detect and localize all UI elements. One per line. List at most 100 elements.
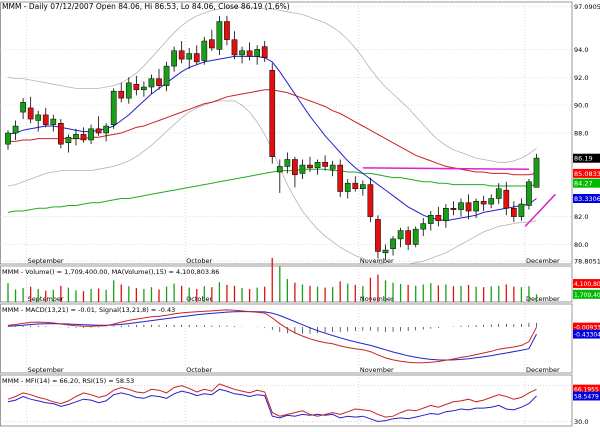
price-tag-box [573,168,600,178]
rsi-line [7,388,537,423]
candle-body [412,228,419,245]
candle-body [450,208,457,210]
macd-tag-label: -0.00933 [574,325,600,332]
candle-body [88,128,94,141]
candle-body [405,230,411,245]
macd-x-tick-label: October [186,366,212,374]
candle-body [141,86,147,91]
candle-body [284,159,291,167]
candle-body [254,49,261,57]
candle-body [503,189,510,209]
candle-body [50,118,57,125]
candle-body [307,164,313,169]
price-x-tick-label: November [360,257,394,265]
mfi-rsi-y-tick-label: 30.0 [574,418,588,426]
candle-body [367,184,374,217]
price-y-tick-label: 88.0 [574,130,588,138]
candle-body [239,50,245,56]
candle-body [352,182,359,189]
candle-body [65,136,72,144]
candle-body [186,53,193,60]
volume-x-tick-label: November [360,295,394,303]
candle-body [80,134,87,141]
candle-body [201,40,208,61]
candle-body [435,214,442,222]
volume-tag-box [573,289,600,299]
candle-body [216,21,223,50]
candle-body [465,202,472,212]
candle-body [110,90,117,125]
signal-tag-box [573,329,600,339]
candle-body [73,134,79,139]
price-x-tick-label: October [186,257,212,265]
candle-body [322,162,328,167]
candle-body [299,164,306,174]
macd-tag-box [573,322,600,332]
candle-body [246,50,253,57]
candle-body [42,114,49,125]
candle-body [337,164,344,192]
price-tag-box [573,194,600,203]
candle-body [156,78,162,86]
mfi-tag-label: 66.1955 [574,387,599,394]
price-y-tick-label: 80.0 [574,241,588,249]
candle-body [178,50,185,60]
candle-body [397,230,404,240]
candle-body [163,65,170,86]
candle-body [292,159,298,176]
candle-body [35,114,42,121]
candle-body [209,39,215,49]
candle-body [427,214,434,224]
candle-body [488,198,495,205]
candle-body [443,208,449,222]
price-tag-label: 86.19 [574,155,593,163]
macd-x-tick-label: November [360,366,394,374]
mfi-tag-box [573,384,600,394]
candle-body [95,128,102,134]
price-tag-label: 83.3306 [574,195,600,203]
candle-body [344,182,351,192]
volume-x-tick-label: December [526,295,560,303]
trend-line [524,193,556,227]
candle-body [314,162,321,169]
macd-x-tick-label: September [28,366,64,374]
mfi-rsi-title: MMM - MFI(14) = 66.20, RSI(15) = 58.53 [2,377,134,385]
price-tag-label: 85.0833 [574,170,600,178]
candle-body [5,132,11,145]
volume-x-tick-label: October [186,295,212,303]
candle-body [480,201,487,205]
candle-body [20,102,26,113]
macd-panel-frame [0,303,573,374]
candle-body [269,70,276,157]
candle-body [390,238,396,249]
price-x-tick-label: December [526,257,560,265]
candle-body [473,201,479,212]
macd-title: MMM - MACD(13,21) = -0.01, Signal(13,21,… [2,306,175,314]
candle-body [27,107,34,120]
candle-body [103,125,110,134]
candle-body [125,82,132,99]
trend-line [362,167,529,170]
candle-body [420,223,427,230]
candle-body [495,188,502,199]
candle-body [533,157,540,188]
price-y-tick-label: 78.8051 [574,258,600,266]
price-y-tick-label: 94.0 [574,46,588,54]
price-y-tick-label: 90.0 [574,102,588,110]
candle-body [511,208,517,217]
volume-panel-frame [0,265,573,303]
candle-body [329,164,336,170]
candle-body [133,83,140,91]
mfi-line [7,383,537,418]
candle-body [375,219,381,252]
rsi-tag-label: 58.5479 [574,393,599,400]
candle-body [231,39,238,56]
candle-body [148,78,155,88]
candle-body [360,184,366,189]
candle-body [171,50,177,67]
macd-line [7,309,537,364]
candle-body [261,46,268,58]
candle-body [382,249,389,254]
